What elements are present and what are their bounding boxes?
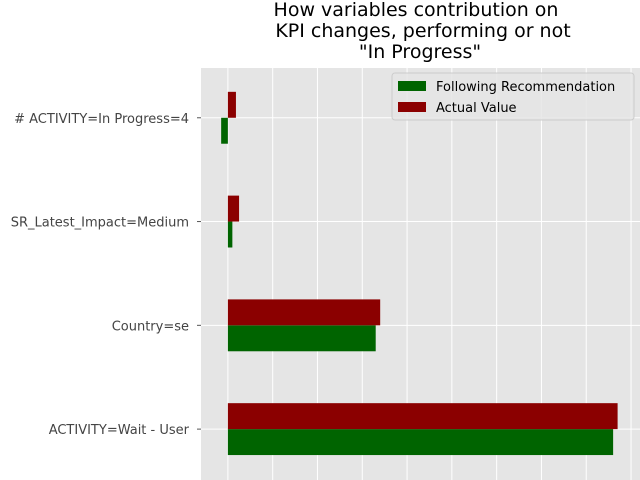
chart-title-line-2: KPI changes, performing or not [275,20,570,42]
bar-following-recommendation [227,429,614,456]
chart-title: How variables contribution on KPI change… [274,0,571,63]
bar-following-recommendation [221,117,228,144]
legend-box [391,72,635,121]
legend-label: Following Recommendation [436,80,615,95]
chart-title-line-3: "In Progress" [359,41,481,63]
bar-actual-value [227,91,236,118]
y-tick-label: Country=se [112,319,189,334]
legend: Following Recommendation Actual Value [391,72,635,121]
bars [221,91,618,456]
bar-actual-value [227,403,618,430]
legend-swatch [398,81,426,91]
bar-following-recommendation [227,221,233,248]
y-tick-label: ACTIVITY=Wait - User [49,423,190,438]
y-tick-label: # ACTIVITY=In Progress=4 [14,112,189,127]
y-tick-labels: ACTIVITY=Wait - User Country=se SR_Latest_… [11,112,201,438]
bar-actual-value [227,299,381,326]
bar-actual-value [227,195,240,222]
legend-swatch [398,102,426,112]
y-tick-label: SR_Latest_Impact=Medium [11,216,189,231]
bar-following-recommendation [227,325,376,352]
chart-title-line-1: How variables contribution on [274,0,559,21]
legend-label: Actual Value [436,101,517,116]
